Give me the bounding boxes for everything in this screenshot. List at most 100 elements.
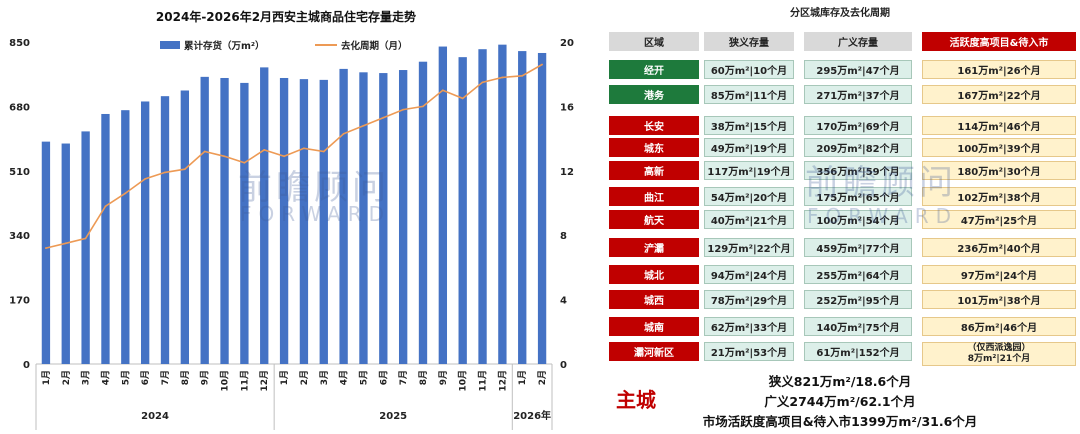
- y-right-tick-label: 4: [560, 296, 567, 307]
- x-month-tick-label: 6月: [140, 370, 151, 385]
- line-cycle-point: [263, 148, 266, 151]
- active-projects-cell: 100万m²|39个月: [922, 138, 1076, 157]
- active-projects-cell: 180万m²|30个月: [922, 161, 1076, 180]
- x-month-tick-label: 2月: [61, 370, 72, 385]
- x-month-tick-label: 7月: [160, 370, 171, 385]
- chart-legend: 累计存货（万m²） 去化周期（月）: [160, 40, 408, 52]
- line-cycle-point: [541, 63, 543, 66]
- y-right-tick-label: 0: [560, 360, 567, 371]
- line-cycle-point: [45, 247, 47, 249]
- district-table-panel: 分区城库存及去化周期 区域 狭义存量 广义存量 活跃度高项目&待入市 经开 60万…: [600, 0, 1080, 434]
- bar-stock: [279, 77, 289, 365]
- x-month-tick-label: 8月: [418, 370, 429, 385]
- line-cycle-point: [223, 155, 226, 158]
- line-cycle-point: [183, 168, 186, 171]
- district-cell: 城东: [609, 138, 699, 157]
- line-cycle-point: [243, 161, 246, 164]
- x-month-tick-label: 11月: [239, 370, 250, 392]
- line-cycle-point: [441, 89, 444, 92]
- x-month-tick-label: 6月: [378, 370, 389, 385]
- bar-stock: [220, 77, 229, 365]
- y-left-tick-label: 340: [9, 231, 30, 242]
- active-projects-cell: 167万m²|22个月: [922, 85, 1076, 104]
- bar-stock: [81, 131, 90, 364]
- line-cycle-point: [64, 242, 67, 245]
- broad-stock-cell: 61万m²|152个月: [804, 342, 912, 361]
- x-month-tick-label: 4月: [339, 370, 350, 385]
- bar-stock: [319, 79, 328, 364]
- line-cycle-point: [303, 147, 305, 150]
- line-cycle-point: [203, 150, 206, 153]
- broad-stock-cell: 100万m²|54个月: [804, 210, 912, 229]
- y-left-tick-label: 170: [9, 296, 30, 307]
- active-projects-cell: 47万m²|25个月: [922, 210, 1076, 229]
- legend-bar-swatch: [160, 41, 180, 49]
- x-month-tick-label: 1月: [517, 370, 528, 385]
- active-projects-cell: 236万m²|40个月: [922, 238, 1076, 257]
- district-cell: 城西: [609, 290, 699, 309]
- y-right-tick-label: 12: [560, 167, 574, 178]
- x-month-tick-label: 7月: [398, 370, 409, 385]
- stock-trend-chart: 2024年-2026年2月西安主城商品住宅存量走势 累计存货（万m²） 去化周期…: [9, 9, 574, 430]
- broad-stock-cell: 356万m²|59个月: [804, 161, 912, 180]
- narrow-stock-cell: 62万m²|33个月: [704, 317, 794, 336]
- x-month-tick-label: 12月: [497, 370, 508, 392]
- narrow-stock-cell: 49万m²|19个月: [704, 138, 794, 157]
- x-month-tick-label: 11月: [478, 370, 489, 392]
- x-month-tick-label: 10月: [458, 370, 469, 392]
- narrow-stock-cell: 38万m²|15个月: [704, 116, 794, 135]
- x-month-tick-label: 4月: [100, 370, 111, 385]
- line-cycle-point: [382, 116, 385, 119]
- line-cycle-point: [322, 150, 325, 153]
- bar-stock: [458, 57, 467, 364]
- y-left-tick-label: 850: [9, 38, 30, 49]
- line-cycle-point: [84, 237, 87, 240]
- bar-stock: [41, 141, 51, 364]
- bar-stock: [180, 90, 190, 364]
- narrow-stock-cell: 117万m²|19个月: [704, 161, 794, 180]
- district-cell: 城南: [609, 317, 699, 336]
- y-right-tick-label: 16: [560, 102, 574, 113]
- x-month-tick-label: 2月: [299, 370, 310, 385]
- line-cycle-point: [402, 108, 405, 111]
- district-cell: 港务: [609, 85, 699, 104]
- bar-stock: [240, 82, 249, 365]
- district-cell: 浐灞: [609, 238, 699, 257]
- y-left-tick-label: 510: [9, 167, 30, 178]
- narrow-stock-cell: 40万m²|21个月: [704, 210, 794, 229]
- x-year-label: 2026年: [513, 409, 551, 422]
- line-cycle-point: [124, 192, 127, 195]
- table-title: 分区城库存及去化周期: [790, 8, 890, 19]
- line-cycle-point: [481, 81, 484, 84]
- bar-stock: [200, 76, 209, 364]
- active-projects-cell: （仅西派逸园） 8万m²|21个月: [922, 342, 1076, 366]
- x-month-tick-label: 10月: [220, 370, 231, 392]
- line-cycle-point: [144, 177, 147, 180]
- district-cell: 长安: [609, 116, 699, 135]
- x-month-tick-label: 5月: [358, 370, 369, 385]
- header-district: 区域: [609, 32, 699, 51]
- line-cycle-point: [461, 97, 464, 100]
- narrow-stock-cell: 78万m²|29个月: [704, 290, 794, 309]
- active-projects-cell: 114万m²|46个月: [922, 116, 1076, 135]
- narrow-stock-cell: 54万m²|20个月: [704, 187, 794, 206]
- line-cycle-point: [164, 171, 166, 174]
- active-projects-cell: 102万m²|38个月: [922, 187, 1076, 206]
- district-cell: 城北: [609, 265, 699, 284]
- broad-stock-cell: 295万m²|47个月: [804, 60, 912, 79]
- line-cycle: [45, 63, 543, 249]
- broad-stock-cell: 140万m²|75个月: [804, 317, 912, 336]
- active-projects-cell: 86万m²|46个月: [922, 317, 1076, 336]
- header-active-projects: 活跃度高项目&待入市: [922, 32, 1076, 51]
- x-month-tick-label: 5月: [120, 370, 131, 385]
- narrow-stock-cell: 21万m²|53个月: [704, 342, 794, 361]
- legend-line-label: 去化周期（月）: [341, 40, 408, 52]
- broad-stock-cell: 255万m²|64个月: [804, 265, 912, 284]
- x-month-tick-label: 1月: [279, 370, 290, 385]
- x-year-label: 2025: [379, 411, 407, 422]
- line-cycle-point: [501, 76, 504, 79]
- district-cell: 灞河新区: [609, 342, 699, 361]
- bar-stock: [438, 46, 448, 364]
- district-cell: 曲江: [609, 187, 699, 206]
- bar-stock: [398, 70, 408, 364]
